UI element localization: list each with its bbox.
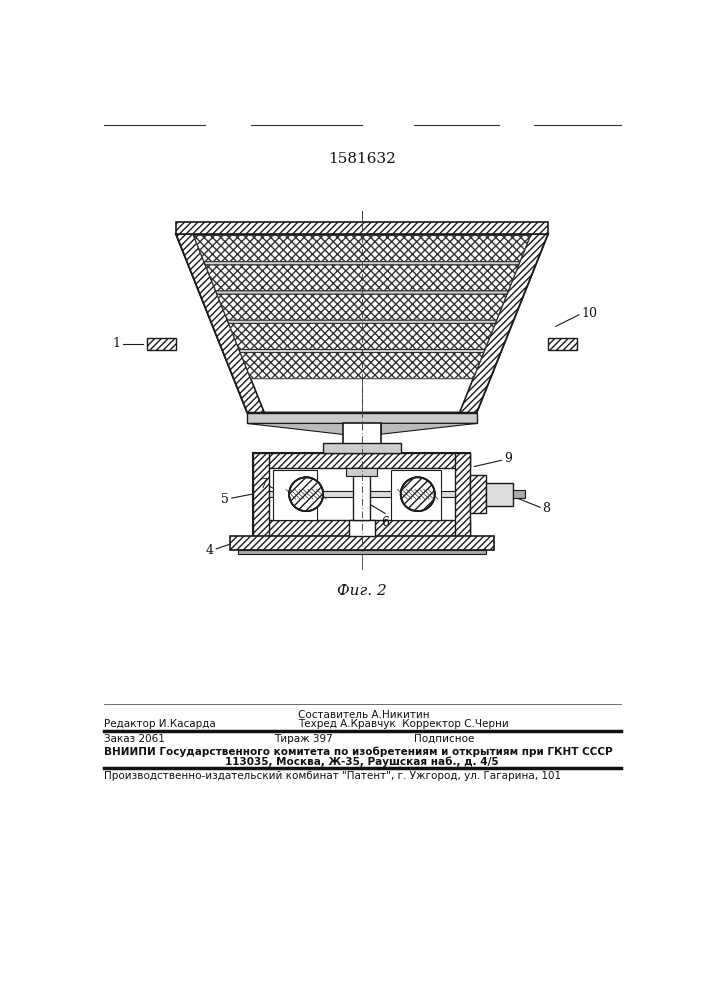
Polygon shape (381, 423, 477, 434)
Text: 1: 1 (113, 337, 121, 350)
Polygon shape (247, 423, 343, 434)
Polygon shape (217, 294, 507, 320)
Text: 6: 6 (381, 516, 389, 529)
Text: Редактор И.Касарда: Редактор И.Касарда (104, 719, 216, 729)
Polygon shape (228, 320, 496, 323)
Bar (253, 453, 269, 536)
Polygon shape (240, 353, 484, 379)
Text: ВНИИПИ Государственного комитета по изобретениям и открытиям при ГКНТ СССР: ВНИИПИ Государственного комитета по изоб… (104, 746, 612, 757)
Polygon shape (460, 234, 548, 413)
Bar (343, 423, 381, 453)
Circle shape (401, 477, 435, 511)
Text: 4: 4 (205, 544, 213, 557)
Polygon shape (239, 349, 485, 353)
Text: Заказ 2061: Заказ 2061 (104, 734, 165, 744)
Bar (323, 443, 401, 453)
Bar (513, 490, 525, 498)
Text: Техред А.Кравчук  Корректор С.Черни: Техред А.Кравчук Корректор С.Черни (298, 719, 508, 729)
Text: 7: 7 (259, 478, 267, 491)
Bar (273, 470, 317, 520)
Polygon shape (146, 338, 176, 350)
Polygon shape (176, 234, 264, 413)
Bar (253, 520, 470, 536)
Bar (470, 475, 486, 513)
Polygon shape (548, 338, 578, 350)
Text: Тираж 397: Тираж 397 (274, 734, 333, 744)
Polygon shape (228, 323, 495, 349)
Bar (230, 536, 493, 550)
Bar (253, 453, 470, 468)
Text: 8: 8 (542, 502, 551, 515)
Bar (238, 550, 486, 554)
Bar (349, 520, 375, 536)
Text: 9: 9 (504, 452, 512, 465)
Text: 1581632: 1581632 (328, 152, 396, 166)
Polygon shape (205, 265, 519, 291)
Text: 5: 5 (221, 493, 228, 506)
Polygon shape (176, 234, 548, 413)
Circle shape (289, 477, 323, 511)
Bar (176, 222, 548, 234)
Bar (346, 468, 378, 476)
Text: Подписное: Подписное (414, 734, 474, 744)
Text: Составитель А.Никитин: Составитель А.Никитин (298, 710, 429, 720)
Text: 10: 10 (581, 307, 597, 320)
Text: 113035, Москва, Ж-35, Раушская наб., д. 4/5: 113035, Москва, Ж-35, Раушская наб., д. … (225, 756, 498, 767)
Bar (486, 483, 513, 506)
Bar (253, 453, 470, 536)
Polygon shape (216, 291, 508, 294)
Bar (269, 491, 455, 497)
Polygon shape (194, 235, 530, 262)
Text: Фиг. 2: Фиг. 2 (337, 584, 387, 598)
Bar (391, 470, 441, 520)
Text: Производственно-издательский комбинат "Патент", г. Ужгород, ул. Гагарина, 101: Производственно-издательский комбинат "П… (104, 771, 561, 781)
Bar (354, 468, 370, 520)
Bar (455, 453, 470, 536)
Bar (247, 413, 477, 423)
Polygon shape (204, 262, 520, 265)
